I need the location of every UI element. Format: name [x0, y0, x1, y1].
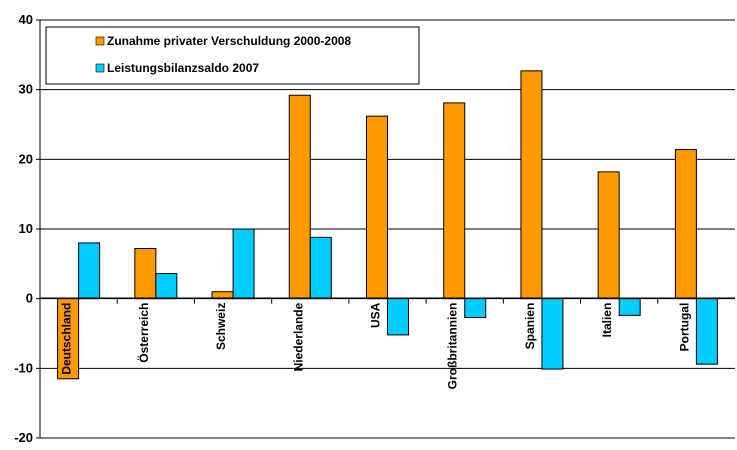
x-category-labels: Deutschland Österreich Schweiz Niederlande U…	[60, 298, 691, 390]
bar-current-account	[464, 298, 487, 318]
y-tick-label: 20	[19, 151, 33, 166]
bar-debt	[520, 70, 543, 300]
bar-current-account	[78, 242, 101, 300]
bar-current-account	[155, 273, 178, 300]
y-tick-label: 0	[26, 291, 33, 306]
bar-debt	[288, 94, 311, 300]
y-tick-label: 10	[19, 221, 33, 236]
legend-box	[45, 26, 420, 85]
bars	[57, 70, 718, 380]
legend: Zunahme privater Verschuldung 2000-2008 …	[45, 26, 420, 85]
x-category-label: Österreich	[136, 303, 151, 363]
bar-current-account	[309, 236, 332, 300]
bar-current-account	[387, 298, 409, 336]
bar-current-account	[541, 298, 564, 370]
x-category-label: Niederlande	[291, 302, 305, 371]
x-category-label: Spanien	[523, 303, 537, 350]
x-category-label: Großbritannien	[446, 303, 460, 390]
bar-debt	[57, 298, 80, 380]
x-category-label: Schweiz	[214, 303, 228, 350]
bar-current-account	[232, 228, 255, 300]
x-category-label: Deutschland	[60, 303, 74, 375]
legend-swatch-debt	[95, 36, 105, 46]
bar-debt	[597, 171, 620, 300]
legend-label-current-account: Leistungsbilanzsaldo 2007	[107, 61, 259, 75]
bar-current-account	[695, 298, 718, 365]
x-category-label: Italien	[600, 303, 614, 338]
y-tick-label: -10	[14, 360, 33, 375]
bar-debt	[366, 115, 388, 300]
y-tick-label: -20	[14, 430, 33, 445]
x-category-label: Portugal	[677, 303, 691, 352]
y-tick-label: 30	[19, 82, 33, 97]
bar-debt	[674, 149, 697, 300]
legend-swatch-current-account	[95, 63, 105, 73]
legend-label-debt: Zunahme privater Verschuldung 2000-2008	[107, 34, 351, 48]
x-category-label: USA	[369, 302, 383, 328]
bar-debt	[443, 102, 466, 300]
y-tick-label: 40	[19, 12, 33, 27]
bar-current-account	[618, 298, 641, 316]
bar-debt	[134, 248, 157, 300]
y-tick-labels: -20 -10 0 10 20 30 40	[14, 12, 40, 445]
